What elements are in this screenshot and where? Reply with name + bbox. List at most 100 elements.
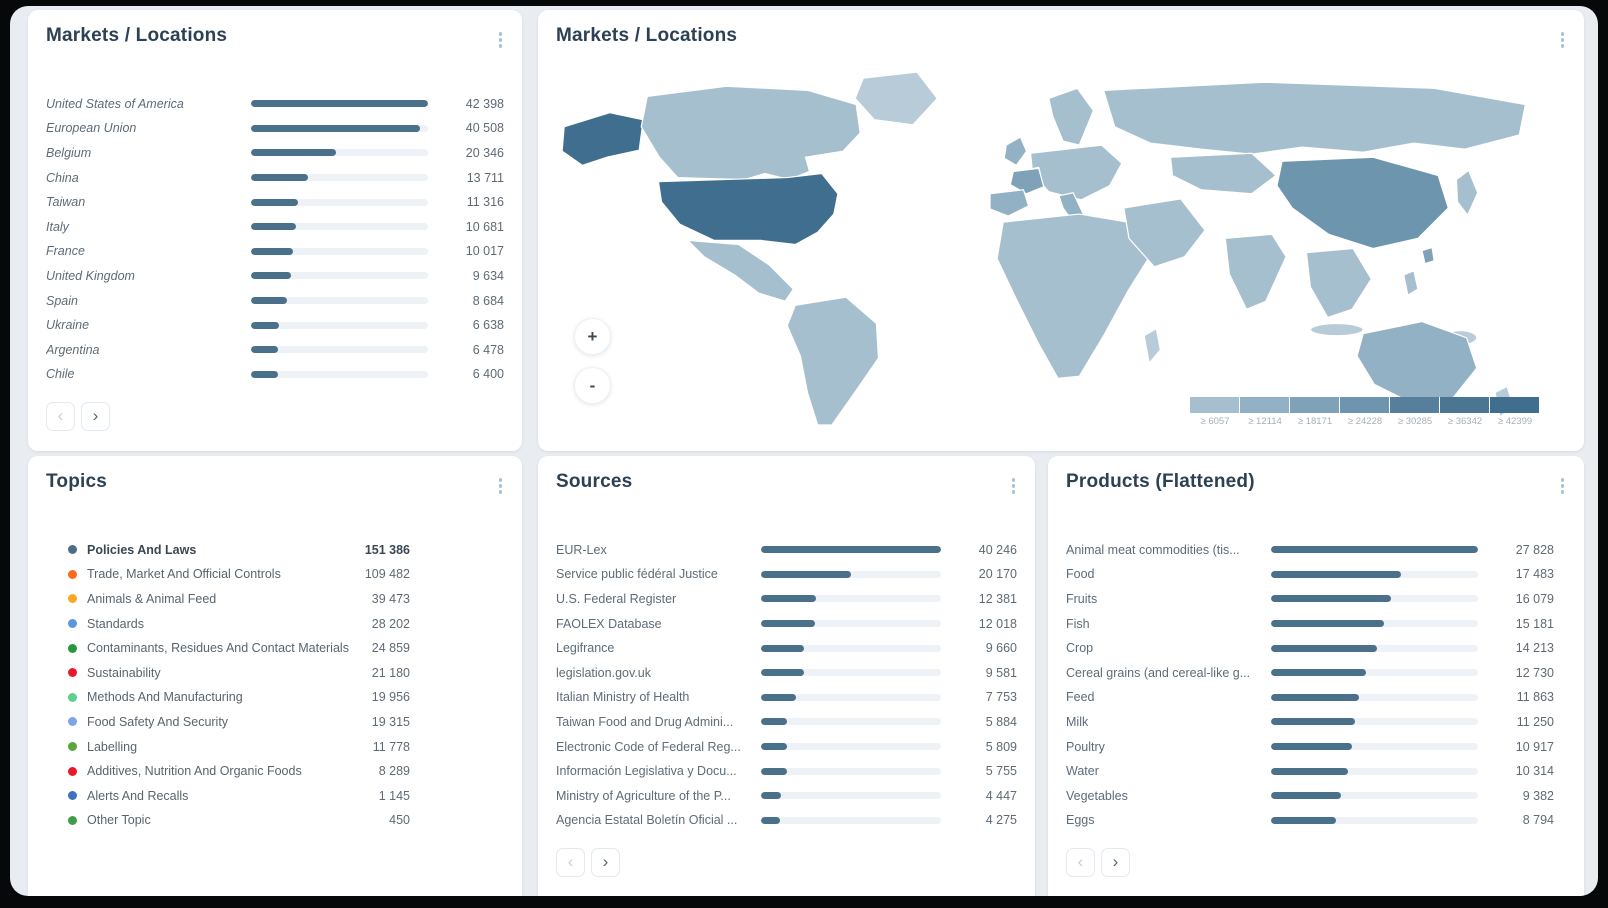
- bar-row[interactable]: Eggs 8 794: [1066, 808, 1554, 833]
- bar-track: [761, 693, 941, 701]
- bar-row[interactable]: Legifrance 9 660: [556, 636, 1017, 661]
- topic-row[interactable]: Other Topic 450: [68, 808, 410, 833]
- bar-row[interactable]: France 10 017: [46, 239, 504, 264]
- topic-row[interactable]: Alerts And Recalls 1 145: [68, 783, 410, 808]
- map-region-india[interactable]: [1224, 233, 1287, 310]
- bar-row[interactable]: United States of America 42 398: [46, 92, 504, 117]
- map-region-canada[interactable]: [640, 85, 861, 181]
- more-options-icon[interactable]: [493, 25, 509, 55]
- topic-row[interactable]: Contaminants, Residues And Contact Mater…: [68, 636, 410, 661]
- bar-row[interactable]: Service public fédéral Justice 20 170: [556, 562, 1017, 587]
- topic-row[interactable]: Sustainability 21 180: [68, 660, 410, 685]
- bar-row[interactable]: Milk 11 250: [1066, 710, 1554, 735]
- map-region-south-america[interactable]: [786, 296, 880, 426]
- map-region-philippines[interactable]: [1403, 270, 1419, 296]
- bar-row[interactable]: Ministry of Agriculture of the P... 4 44…: [556, 783, 1017, 808]
- bar-row[interactable]: Fish 15 181: [1066, 611, 1554, 636]
- topic-row[interactable]: Standards 28 202: [68, 611, 410, 636]
- map-region-central-europe[interactable]: [1029, 144, 1123, 201]
- topic-color-dot-icon: [68, 668, 77, 678]
- map-region-middle-east[interactable]: [1123, 198, 1206, 268]
- map-region-japan[interactable]: [1455, 169, 1479, 216]
- legend-swatch: [1390, 397, 1440, 413]
- bar-row[interactable]: Poultry 10 917: [1066, 734, 1554, 759]
- map-region-china[interactable]: [1276, 156, 1449, 250]
- map-region-iberia[interactable]: [989, 189, 1030, 217]
- map-region-taiwan[interactable]: [1421, 246, 1435, 265]
- bar-row[interactable]: Feed 11 863: [1066, 685, 1554, 710]
- map-region-russia[interactable]: [1102, 81, 1527, 155]
- bar-row[interactable]: Italy 10 681: [46, 214, 504, 239]
- bar-row[interactable]: U.S. Federal Register 12 381: [556, 587, 1017, 612]
- bar-row[interactable]: EUR-Lex 40 246: [556, 538, 1017, 563]
- map-region-central-asia[interactable]: [1169, 152, 1277, 195]
- bar-row[interactable]: Taiwan Food and Drug Admini... 5 884: [556, 710, 1017, 735]
- bar-row[interactable]: Vegetables 9 382: [1066, 783, 1554, 808]
- more-options-icon[interactable]: [1555, 471, 1571, 501]
- bar-track: [761, 595, 941, 603]
- more-options-icon[interactable]: [1006, 471, 1022, 501]
- topic-row[interactable]: Animals & Animal Feed 39 473: [68, 587, 410, 612]
- legend-swatch: [1340, 397, 1390, 413]
- bar-row-label: Argentina: [46, 342, 100, 357]
- map-region-madagascar[interactable]: [1143, 328, 1161, 364]
- legend-label: ≥ 30285: [1397, 416, 1433, 427]
- map-zoom-in-button[interactable]: +: [574, 318, 611, 355]
- topic-row[interactable]: Food Safety And Security 19 315: [68, 710, 410, 735]
- map-zoom-out-button[interactable]: -: [574, 367, 611, 404]
- map-region-france[interactable]: [1009, 167, 1045, 195]
- prev-page-button[interactable]: ‹: [1066, 847, 1095, 877]
- map-region-mexico[interactable]: [687, 239, 794, 302]
- bar-row[interactable]: Belgium 20 346: [46, 141, 504, 166]
- bar-row[interactable]: Electronic Code of Federal Reg... 5 809: [556, 734, 1017, 759]
- map-region-uk[interactable]: [1003, 136, 1028, 166]
- bar-row[interactable]: Fruits 16 079: [1066, 587, 1554, 612]
- bar-row[interactable]: Food 17 483: [1066, 562, 1554, 587]
- bar-row[interactable]: Información Legislativa y Docu... 5 755: [556, 759, 1017, 784]
- bar-row[interactable]: Ukraine 6 638: [46, 313, 504, 338]
- bar-row[interactable]: Argentina 6 478: [46, 337, 504, 362]
- bar-row[interactable]: Water 10 314: [1066, 759, 1554, 784]
- more-options-icon[interactable]: [493, 471, 509, 501]
- bar-track: [251, 223, 428, 231]
- bar-row[interactable]: China 13 711: [46, 165, 504, 190]
- bar-row[interactable]: European Union 40 508: [46, 116, 504, 141]
- next-page-button[interactable]: ›: [1101, 847, 1130, 877]
- topic-row[interactable]: Methods And Manufacturing 19 956: [68, 685, 410, 710]
- next-page-button[interactable]: ›: [81, 401, 110, 431]
- bar-row[interactable]: Animal meat commodities (tis... 27 828: [1066, 538, 1554, 563]
- bar-row[interactable]: Chile 6 400: [46, 362, 504, 387]
- prev-page-button[interactable]: ‹: [46, 401, 75, 431]
- bar-row[interactable]: FAOLEX Database 12 018: [556, 611, 1017, 636]
- map-zoom-controls: + -: [574, 318, 611, 404]
- topic-row[interactable]: Policies And Laws 151 386: [68, 538, 410, 563]
- legend-swatch: [1190, 397, 1240, 413]
- map-region-southeast-asia[interactable]: [1305, 247, 1372, 319]
- map-region-scandinavia[interactable]: [1048, 87, 1095, 146]
- map-region-indonesia-west[interactable]: [1309, 322, 1364, 337]
- world-map[interactable]: [554, 56, 1568, 437]
- bar-fill: [761, 669, 804, 677]
- next-page-button[interactable]: ›: [591, 847, 620, 877]
- prev-page-button[interactable]: ‹: [556, 847, 585, 877]
- bar-row[interactable]: Italian Ministry of Health 7 753: [556, 685, 1017, 710]
- bar-row[interactable]: Crop 14 213: [1066, 636, 1554, 661]
- topic-row[interactable]: Trade, Market And Official Controls 109 …: [68, 562, 410, 587]
- map-region-greenland[interactable]: [854, 71, 938, 126]
- map-region-usa[interactable]: [657, 172, 839, 246]
- bar-row[interactable]: United Kingdom 9 634: [46, 264, 504, 289]
- map-region-africa[interactable]: [996, 213, 1149, 379]
- more-options-icon[interactable]: [1555, 25, 1571, 55]
- map-region-alaska[interactable]: [561, 112, 644, 166]
- legend-swatch: [1440, 397, 1490, 413]
- bar-row[interactable]: Agencia Estatal Boletín Oficial ... 4 27…: [556, 808, 1017, 833]
- bar-row[interactable]: Cereal grains (and cereal-like g... 12 7…: [1066, 660, 1554, 685]
- bar-fill: [761, 718, 788, 726]
- topic-row[interactable]: Additives, Nutrition And Organic Foods 8…: [68, 759, 410, 784]
- bar-row-value: 7 753: [985, 690, 1017, 705]
- bar-row[interactable]: Taiwan 11 316: [46, 190, 504, 215]
- topic-row[interactable]: Labelling 11 778: [68, 734, 410, 759]
- panel-markets-locations-map: Markets / Locations: [538, 10, 1584, 451]
- bar-row[interactable]: Spain 8 684: [46, 288, 504, 313]
- bar-row[interactable]: legislation.gov.uk 9 581: [556, 660, 1017, 685]
